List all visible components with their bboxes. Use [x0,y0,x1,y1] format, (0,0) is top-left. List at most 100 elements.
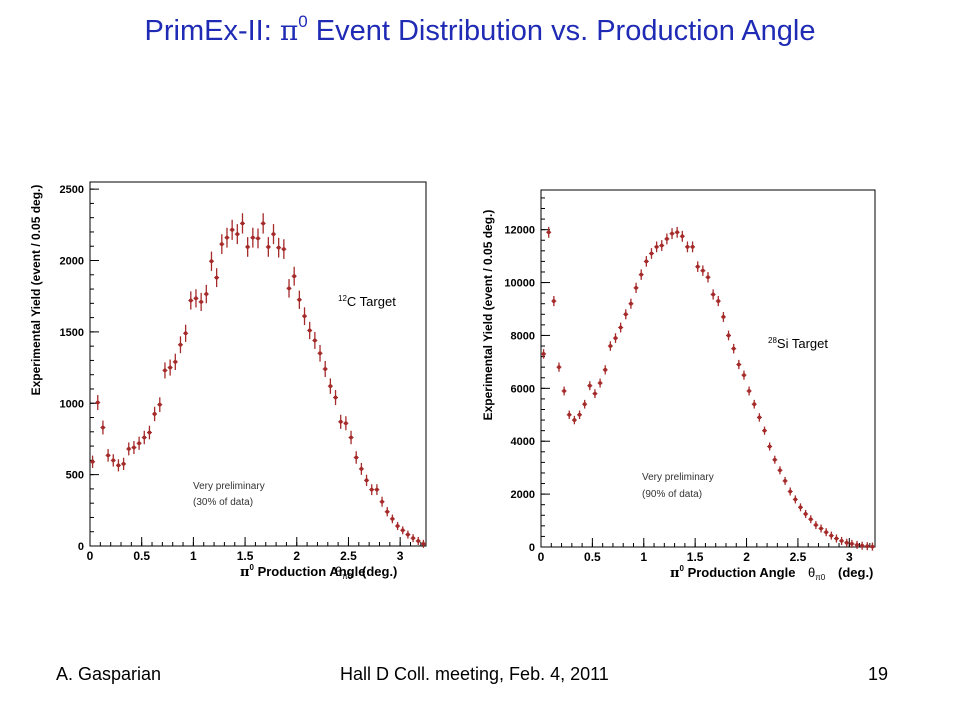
data-point [803,509,809,518]
data-point [193,289,199,308]
point-marker [700,268,705,273]
data-point [353,451,359,464]
y-tick-label: 12000 [504,225,535,237]
data-point [705,272,711,283]
data-point [374,484,380,496]
point-marker [618,325,623,330]
data-point [551,296,557,307]
point-marker [685,244,690,249]
point-marker [587,383,592,388]
point-marker [772,457,777,462]
point-marker [219,242,224,246]
point-marker [101,425,105,430]
point-marker [147,430,152,435]
point-marker [261,221,266,226]
data-point [126,442,132,456]
target-label: 12C Target [338,294,396,309]
x-axis-unit: (deg.) [362,564,397,579]
data-point [198,292,204,311]
point-marker [132,445,136,450]
data-point [131,441,137,455]
point-marker [870,544,875,549]
x-tick-label: 1.5 [687,550,704,564]
data-point [577,410,583,420]
point-marker [690,244,695,249]
point-marker [567,412,572,417]
y-tick-label: 0 [78,541,84,553]
y-tick-label: 2000 [60,256,84,268]
point-marker [603,367,608,372]
data-point [859,541,865,550]
point-marker [659,243,664,248]
point-marker [557,365,561,370]
point-marker [411,536,415,541]
data-point [327,378,333,394]
data-point [556,362,562,372]
data-point [224,227,230,248]
plot-frame [540,189,876,548]
data-point [684,241,690,253]
data-point [369,484,375,496]
data-point [358,462,364,475]
point-marker [639,272,644,277]
point-marker [577,412,582,417]
y-tick-label: 1500 [60,327,84,339]
x-label-theta: θπ0 [808,565,826,582]
data-point [695,261,701,272]
data-point [607,341,613,351]
data-point [561,386,567,396]
point-marker [333,395,338,400]
data-point [389,514,395,524]
page-number: 19 [868,664,889,684]
data-series [541,226,875,551]
point-marker [209,259,214,264]
data-point [95,395,101,410]
data-point [741,370,747,380]
x-tick-label: 3 [846,550,853,564]
point-marker [634,285,638,290]
point-marker [400,528,405,533]
point-marker [323,367,328,371]
data-point [157,397,163,413]
point-marker [214,275,219,280]
point-marker [783,478,787,483]
point-marker [752,402,757,407]
data-point [410,534,416,543]
data-point [618,322,624,333]
point-marker [416,539,421,543]
point-marker [613,336,618,340]
target-isotope-superscript: 12 [338,294,347,303]
footer-author: A. Gasparian [56,664,162,684]
point-marker [287,286,291,291]
data-point [720,311,726,322]
point-marker [551,299,556,303]
data-point [250,227,256,248]
x-tick-label: 0.5 [584,550,601,564]
data-point [844,538,850,547]
data-point [203,284,209,304]
point-marker [194,296,198,301]
y-axis-label: Experimental Yield (event / 0.05 deg.) [481,210,495,421]
data-point [276,237,282,258]
data-point [669,228,675,240]
point-marker [654,244,659,249]
point-marker [593,391,597,396]
point-marker [808,517,813,522]
data-point [541,349,547,359]
data-point [167,359,173,376]
data-point [710,289,716,300]
x-label-superscript: 0 [680,564,685,573]
point-marker [855,542,859,547]
data-point [265,237,271,257]
title-pi-superscript: 0 [298,12,308,32]
data-point [384,507,390,517]
data-point [234,224,240,245]
data-point [592,389,598,399]
data-point [854,540,860,549]
data-point [162,362,168,379]
target-isotope-superscript: 28 [768,336,777,345]
point-marker [292,274,297,279]
point-marker [711,292,716,297]
data-point [177,336,183,354]
